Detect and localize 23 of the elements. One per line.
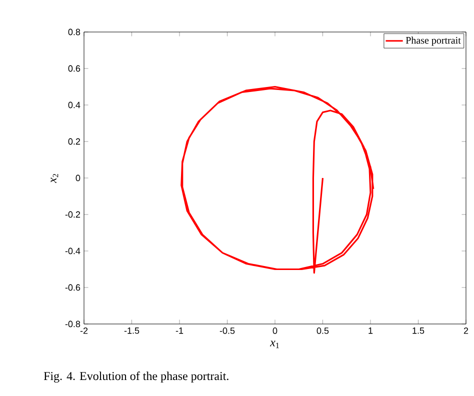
- y-tick-label: -0.4: [65, 248, 80, 254]
- y-tick-label: -0.6: [65, 284, 80, 291]
- x-tick-label: -1: [176, 328, 184, 334]
- x-tick-label: 2: [464, 328, 468, 334]
- x-tick-label: 0.5: [316, 328, 329, 334]
- x-tick-label: 1.5: [412, 328, 424, 334]
- y-axis-title: x$_{2}$: [50, 174, 58, 184]
- caption: Fig. 4. Evolution of the phase portrait.: [44, 372, 228, 383]
- x-tick-label: -0.5: [220, 328, 235, 334]
- x-tick-label: 0: [272, 328, 278, 334]
- y-tick-label: 0.8: [68, 28, 80, 36]
- x-tick-label: 1: [368, 328, 373, 334]
- y-tick-label: 0.2: [68, 138, 80, 145]
- y-tick-label: -0.2: [65, 211, 80, 218]
- x-tick-label: -2: [80, 328, 88, 334]
- y-tick-label: 0.6: [68, 65, 80, 72]
- legend-label: Phase portrait: [406, 36, 461, 46]
- x-axis-title: x$_{1}$: [270, 340, 279, 348]
- y-tick-label: 0: [76, 174, 80, 182]
- x-tick-label: -1.5: [124, 328, 140, 334]
- y-tick-label: 0.4: [68, 102, 80, 108]
- line-series: [180, 86, 374, 274]
- y-tick-label: -0.8: [65, 320, 80, 328]
